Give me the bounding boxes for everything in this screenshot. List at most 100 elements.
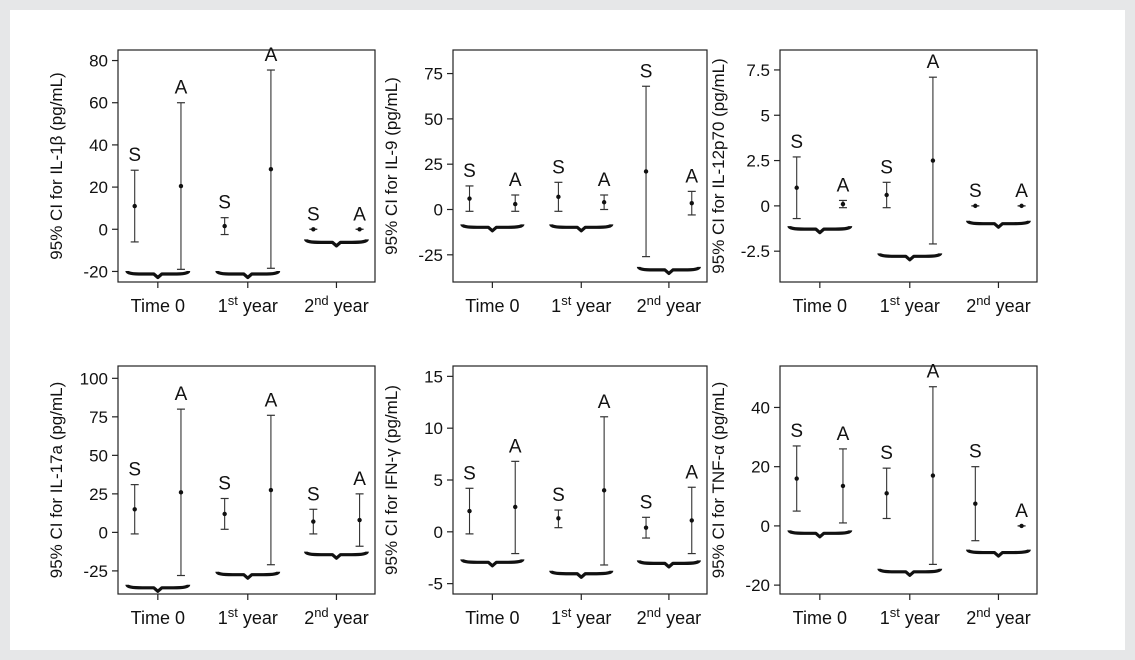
chart-panel-2: 75 50 25 0 -25 95% CI for IL-9 (pg/mL) Time 0 1… <box>382 49 708 317</box>
mean-point <box>311 519 316 524</box>
series-label: A <box>265 390 278 411</box>
y-tick-label: 80 <box>89 52 108 71</box>
error-bar-s: S <box>463 161 476 212</box>
y-tick-label: 75 <box>424 65 443 84</box>
group-brace <box>215 270 281 280</box>
error-bar-a: A <box>175 78 188 270</box>
x-tick-label: Time 0 <box>131 296 185 316</box>
x-tick-label: Time 0 <box>465 296 519 316</box>
mean-point <box>268 166 274 172</box>
x-tick-label: Time 0 <box>131 608 185 628</box>
mean-point <box>840 201 846 207</box>
y-axis-label: 95% CI for IFN-γ (pg/mL) <box>382 385 401 575</box>
y-tick-label: -25 <box>418 246 443 265</box>
series-label: S <box>790 132 803 153</box>
mean-point <box>357 517 362 523</box>
chart-panel-1: 80 60 40 20 0 -20 95% CI for IL-1β (pg/mL) Time… <box>47 45 376 317</box>
mean-point <box>357 227 362 232</box>
plot-frame <box>117 365 376 595</box>
group-brace <box>304 551 369 560</box>
y-tick-label: 40 <box>751 398 770 417</box>
group-brace <box>460 558 525 568</box>
group-brace <box>549 570 614 579</box>
mean-point <box>601 200 607 205</box>
x-tick-label-sup: nd <box>647 605 661 620</box>
y-tick-label: 0 <box>761 517 770 536</box>
series-label: A <box>509 170 522 191</box>
x-tick-label: Time 0 <box>465 608 519 628</box>
mean-point <box>884 491 889 496</box>
series-label: S <box>128 145 141 166</box>
error-bar-a: A <box>509 170 522 212</box>
y-tick-label: -5 <box>428 575 443 594</box>
mean-point <box>178 183 184 189</box>
series-label: S <box>463 463 476 484</box>
mean-point <box>1019 203 1024 209</box>
y-axis-label: 95% CI for IL-12p70 (pg/mL) <box>709 58 728 273</box>
error-bar-a: A <box>837 175 850 209</box>
x-tick-label: 2nd year <box>637 605 702 629</box>
series-label: S <box>640 492 653 513</box>
x-tick-label: Time 0 <box>793 608 847 628</box>
x-tick-label-rest: year <box>329 296 369 316</box>
error-bar-s: S <box>307 484 320 535</box>
mean-point <box>930 473 936 478</box>
y-tick-label: 60 <box>89 94 108 113</box>
y-tick-label: 15 <box>424 367 443 386</box>
mean-point <box>513 504 518 510</box>
error-bar-s: S <box>218 473 231 530</box>
mean-point <box>794 476 799 481</box>
x-tick-label: 2nd year <box>304 293 369 317</box>
error-bar-a: A <box>927 362 940 565</box>
y-tick-label: 5 <box>434 471 443 490</box>
series-label: A <box>837 175 850 196</box>
series-label: A <box>1015 181 1028 202</box>
mean-point <box>132 507 137 512</box>
x-tick-label: 1st year <box>551 605 611 629</box>
group-brace <box>787 225 853 235</box>
group-brace <box>636 266 701 276</box>
y-tick-label: 75 <box>89 408 108 427</box>
x-tick-label-main: 1 <box>880 296 890 316</box>
y-tick-label: 0 <box>99 220 108 239</box>
y-tick-label: 5 <box>761 106 770 125</box>
x-tick-label-sup: nd <box>976 293 990 308</box>
error-bar-a: A <box>1015 501 1028 529</box>
series-label: A <box>598 392 611 413</box>
error-bar-s: S <box>128 145 141 243</box>
error-bar-s: S <box>790 132 803 220</box>
x-tick-label: 1st year <box>880 605 940 629</box>
x-tick-label: 2nd year <box>637 293 702 317</box>
error-bar-a: A <box>1015 181 1028 209</box>
mean-point <box>268 487 274 493</box>
mean-point <box>601 488 607 493</box>
x-tick-label-sup: st <box>228 293 239 308</box>
x-tick-label-main: 1 <box>551 608 561 628</box>
x-tick-label-sup: nd <box>647 293 661 308</box>
mean-point <box>973 203 978 209</box>
series-label: S <box>790 421 803 442</box>
error-bar-a: A <box>509 436 522 555</box>
y-axis-label: 95% CI for IL-17a (pg/mL) <box>47 382 66 579</box>
y-axis-label: 95% CI for TNF-α (pg/mL) <box>709 382 728 579</box>
error-bar-a: A <box>685 462 698 555</box>
y-axis-label: 95% CI for IL-1β (pg/mL) <box>47 72 66 259</box>
x-tick-label-main: Time 0 <box>131 296 185 316</box>
mean-point <box>556 194 561 200</box>
x-tick-label: 1st year <box>218 293 278 317</box>
group-brace <box>966 220 1031 229</box>
series-label: A <box>927 362 940 383</box>
x-tick-label: 2nd year <box>966 605 1031 629</box>
series-label: S <box>128 460 141 481</box>
error-bar-s: S <box>969 442 982 542</box>
series-label: A <box>837 424 850 445</box>
y-tick-label: 50 <box>424 110 443 129</box>
x-tick-label-rest: year <box>238 296 278 316</box>
x-tick-label: Time 0 <box>793 296 847 316</box>
x-tick-label-rest: year <box>991 296 1031 316</box>
y-tick-label: 25 <box>424 155 443 174</box>
y-tick-label: 20 <box>89 178 108 197</box>
series-label: A <box>353 204 366 225</box>
x-tick-label-rest: year <box>900 608 940 628</box>
